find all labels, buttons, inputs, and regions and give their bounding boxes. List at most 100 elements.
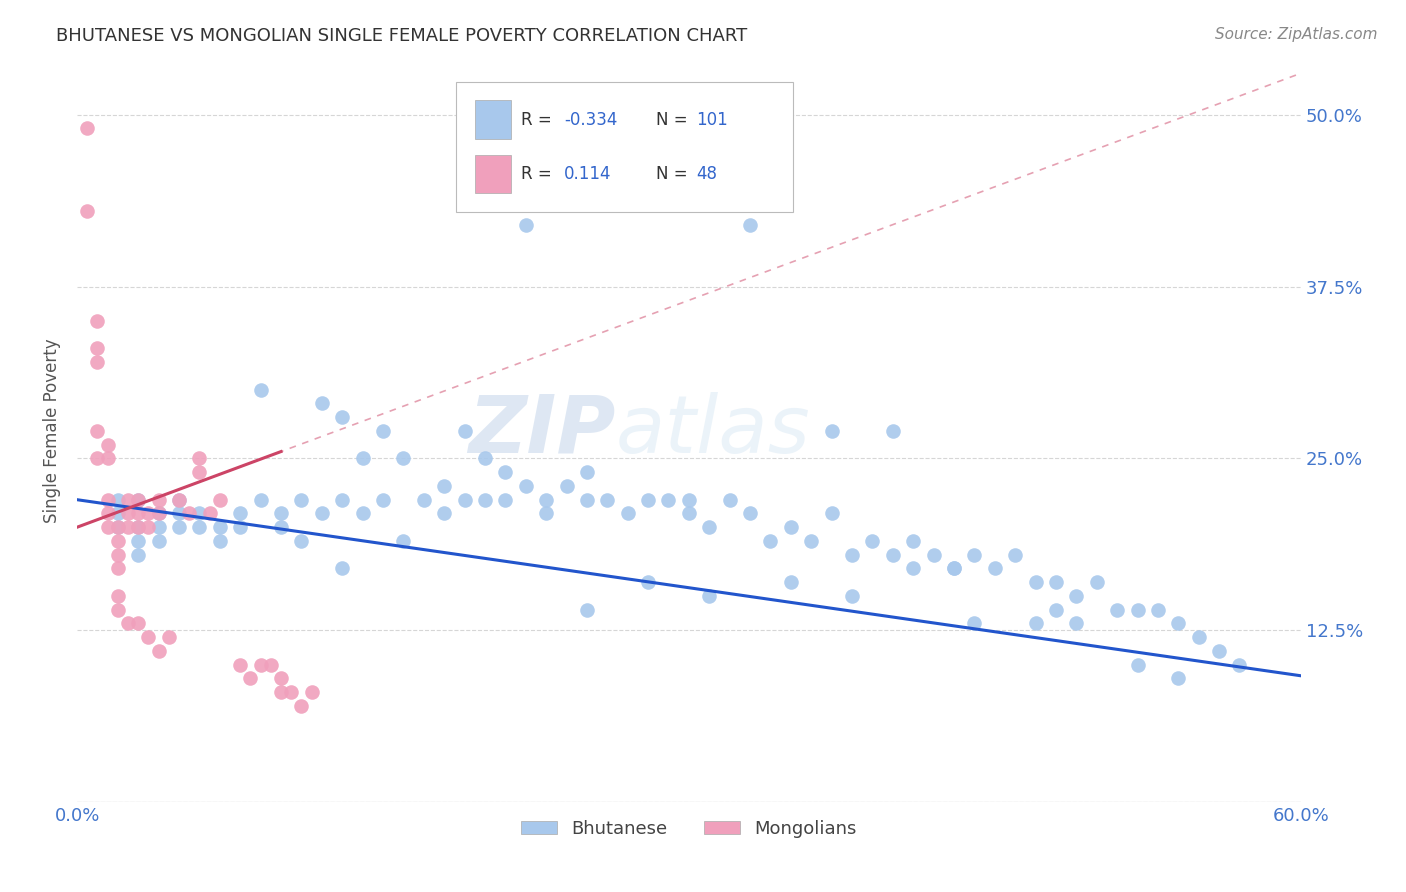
Point [412, 492, 434, 507]
Point [117, 492, 139, 507]
Point [107, 533, 129, 548]
Point [820, 424, 842, 438]
Text: 101: 101 [696, 111, 728, 128]
Point [290, 698, 312, 713]
Point [453, 492, 475, 507]
Point [1004, 548, 1026, 562]
Point [249, 383, 271, 397]
Point [208, 533, 231, 548]
Point [963, 548, 986, 562]
Point [188, 520, 211, 534]
Point [371, 424, 394, 438]
Point [76, 203, 98, 218]
FancyBboxPatch shape [475, 154, 512, 194]
Point [1229, 657, 1251, 672]
Point [882, 548, 904, 562]
Point [107, 492, 129, 507]
Point [616, 507, 638, 521]
Point [352, 451, 374, 466]
Point [148, 644, 170, 658]
Point [1126, 657, 1149, 672]
Point [575, 465, 598, 479]
Point [167, 492, 190, 507]
Point [800, 533, 823, 548]
Point [474, 451, 496, 466]
Point [841, 548, 863, 562]
Point [494, 492, 516, 507]
Point [1025, 616, 1047, 631]
Point [697, 589, 720, 603]
FancyBboxPatch shape [457, 82, 793, 211]
Point [453, 424, 475, 438]
Point [107, 589, 129, 603]
Text: N =: N = [655, 165, 693, 183]
Point [534, 507, 557, 521]
Point [657, 492, 679, 507]
Point [86, 424, 108, 438]
Point [117, 616, 139, 631]
Text: 48: 48 [696, 165, 717, 183]
Point [738, 218, 761, 232]
Point [371, 492, 394, 507]
Point [97, 451, 120, 466]
Point [678, 492, 700, 507]
Point [901, 561, 924, 575]
Point [97, 520, 120, 534]
Point [555, 479, 578, 493]
Point [229, 507, 252, 521]
Point [596, 492, 619, 507]
Point [433, 479, 456, 493]
Point [270, 507, 292, 521]
Point [148, 533, 170, 548]
Point [76, 121, 98, 136]
Point [860, 533, 883, 548]
Point [1107, 603, 1129, 617]
Point [127, 548, 149, 562]
Point [127, 492, 149, 507]
Point [117, 507, 139, 521]
Text: 0.114: 0.114 [564, 165, 612, 183]
Point [290, 533, 312, 548]
Point [494, 465, 516, 479]
Text: BHUTANESE VS MONGOLIAN SINGLE FEMALE POVERTY CORRELATION CHART: BHUTANESE VS MONGOLIAN SINGLE FEMALE POV… [56, 27, 748, 45]
Point [1025, 575, 1047, 590]
Point [820, 507, 842, 521]
Point [1045, 603, 1067, 617]
Point [330, 410, 353, 425]
Point [290, 492, 312, 507]
Point [127, 533, 149, 548]
Point [270, 520, 292, 534]
Point [148, 507, 170, 521]
Point [637, 575, 659, 590]
Point [280, 685, 302, 699]
Point [901, 533, 924, 548]
Text: Source: ZipAtlas.com: Source: ZipAtlas.com [1215, 27, 1378, 42]
Point [1147, 603, 1170, 617]
Point [188, 507, 211, 521]
Point [575, 603, 598, 617]
Point [311, 507, 333, 521]
Point [942, 561, 965, 575]
Point [882, 424, 904, 438]
Point [107, 603, 129, 617]
Point [148, 492, 170, 507]
Point [841, 589, 863, 603]
Text: N =: N = [655, 111, 693, 128]
Point [1208, 644, 1230, 658]
Point [1126, 603, 1149, 617]
Point [1066, 616, 1088, 631]
Point [148, 507, 170, 521]
Point [127, 507, 149, 521]
Point [392, 533, 415, 548]
Point [107, 548, 129, 562]
Point [301, 685, 323, 699]
Legend: Bhutanese, Mongolians: Bhutanese, Mongolians [513, 813, 863, 846]
Point [97, 438, 120, 452]
Point [138, 507, 160, 521]
Point [107, 520, 129, 534]
Point [515, 479, 537, 493]
Point [922, 548, 945, 562]
Point [1167, 616, 1189, 631]
Point [984, 561, 1007, 575]
Point [148, 520, 170, 534]
